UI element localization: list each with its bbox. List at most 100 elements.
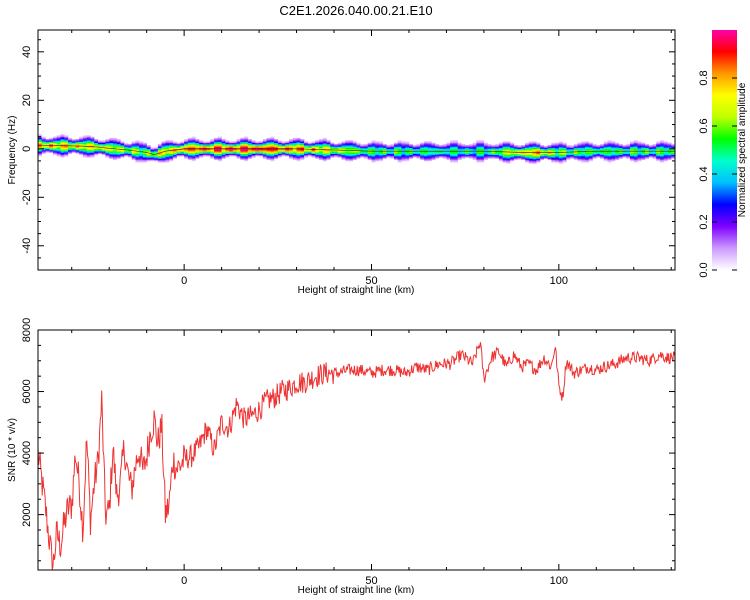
heatmap-cell bbox=[56, 140, 61, 142]
heatmap-cell bbox=[592, 146, 597, 148]
heatmap-cell bbox=[82, 154, 88, 157]
heatmap-cell bbox=[304, 153, 309, 156]
heatmap-cell bbox=[326, 151, 331, 153]
heatmap-cell bbox=[90, 150, 95, 152]
heatmap-cell bbox=[247, 148, 252, 151]
heatmap-cell bbox=[412, 151, 417, 153]
heatmap-cell bbox=[405, 152, 410, 154]
heatmap-cell bbox=[352, 156, 357, 158]
heatmap-cell bbox=[566, 145, 571, 147]
heatmap-cell bbox=[588, 142, 593, 145]
heatmap-cell bbox=[319, 139, 324, 141]
heatmap-cell bbox=[142, 153, 147, 156]
heatmap-cell bbox=[611, 157, 616, 159]
heatmap-cell bbox=[637, 148, 642, 151]
heatmap-cell bbox=[656, 152, 661, 154]
heatmap-cell bbox=[341, 141, 346, 144]
heatmap-cell bbox=[64, 147, 69, 150]
heatmap-cell bbox=[652, 151, 657, 153]
heatmap-cell bbox=[225, 143, 230, 146]
heatmap-cell bbox=[382, 148, 387, 151]
heatmap-cell bbox=[56, 141, 61, 144]
heatmap-cell bbox=[251, 153, 256, 156]
heatmap-cell bbox=[206, 147, 211, 150]
heatmap-cell bbox=[116, 153, 121, 156]
heatmap-cell bbox=[64, 151, 69, 153]
heatmap-cell bbox=[307, 143, 312, 146]
heatmap-cell bbox=[191, 153, 196, 156]
heatmap-cell bbox=[251, 151, 256, 153]
heatmap-cell bbox=[476, 141, 481, 144]
heatmap-cell bbox=[588, 154, 593, 157]
heatmap-cell bbox=[382, 150, 387, 152]
heatmap-cell bbox=[139, 146, 144, 148]
heatmap-cell bbox=[251, 141, 256, 144]
heatmap-cell bbox=[214, 137, 219, 140]
heatmap-cell bbox=[210, 157, 215, 159]
heatmap-cell bbox=[292, 146, 297, 148]
heatmap-cell bbox=[540, 154, 545, 157]
heatmap-cell bbox=[375, 159, 380, 162]
heatmap-cell bbox=[543, 151, 548, 153]
heatmap-cell bbox=[300, 139, 305, 141]
heatmap-cell bbox=[532, 153, 537, 156]
heatmap-cell bbox=[562, 150, 567, 152]
heatmap-cell bbox=[315, 147, 320, 150]
heatmap-cell bbox=[521, 148, 526, 151]
heatmap-cell bbox=[611, 145, 616, 147]
heatmap-cell bbox=[105, 150, 110, 152]
heatmap-cell bbox=[427, 150, 432, 152]
heatmap-cell bbox=[378, 156, 384, 158]
heatmap-cell bbox=[97, 143, 102, 146]
heatmap-cell bbox=[112, 143, 117, 146]
heatmap-cell bbox=[502, 145, 507, 147]
heatmap-cell bbox=[472, 151, 477, 153]
heatmap-cell bbox=[442, 153, 447, 156]
heatmap-cell bbox=[547, 152, 552, 154]
heatmap-cell bbox=[307, 145, 312, 147]
heatmap-cell bbox=[300, 152, 305, 154]
heatmap-cell bbox=[341, 154, 346, 157]
heatmap-cell bbox=[86, 135, 91, 137]
heatmap-cell bbox=[480, 156, 485, 158]
heatmap-cell bbox=[611, 151, 616, 153]
heatmap-cell bbox=[450, 152, 455, 154]
heatmap-cell bbox=[296, 141, 301, 144]
heatmap-cell bbox=[97, 141, 102, 144]
heatmap-cell bbox=[251, 156, 256, 158]
heatmap-cell bbox=[112, 152, 117, 154]
heatmap-cell bbox=[573, 152, 578, 154]
heatmap-cell bbox=[349, 154, 354, 157]
heatmap-cell bbox=[352, 147, 357, 150]
heatmap-cell bbox=[169, 142, 174, 145]
heatmap-cell bbox=[498, 147, 503, 150]
heatmap-cell bbox=[405, 157, 410, 159]
heatmap-cell bbox=[498, 153, 503, 156]
heatmap-cell bbox=[660, 145, 665, 147]
heatmap-cell bbox=[633, 160, 638, 163]
heatmap-cell bbox=[630, 145, 635, 147]
heatmap-cell bbox=[555, 158, 560, 160]
heatmap-cell bbox=[176, 153, 181, 156]
heatmap-cell bbox=[461, 146, 466, 148]
heatmap-cell bbox=[435, 156, 440, 158]
heatmap-cell bbox=[652, 148, 657, 151]
heatmap-cell bbox=[457, 145, 462, 147]
heatmap-cell bbox=[472, 146, 477, 148]
heatmap-cell bbox=[615, 151, 620, 153]
heatmap-cell bbox=[581, 158, 586, 160]
heatmap-cell bbox=[60, 136, 65, 139]
heatmap-cell bbox=[75, 139, 80, 141]
heatmap-cell bbox=[109, 150, 114, 152]
heatmap-cell bbox=[187, 143, 192, 146]
heatmap-cell bbox=[45, 150, 50, 152]
heatmap-cell bbox=[330, 154, 335, 157]
heatmap-cell bbox=[652, 156, 657, 158]
heatmap-cell bbox=[165, 140, 170, 142]
heatmap-cell bbox=[135, 160, 140, 163]
heatmap-cell bbox=[315, 152, 320, 154]
heatmap-cell bbox=[165, 151, 170, 153]
heatmap-cell bbox=[607, 148, 612, 151]
heatmap-cell bbox=[521, 150, 526, 152]
heatmap-cell bbox=[67, 150, 73, 152]
